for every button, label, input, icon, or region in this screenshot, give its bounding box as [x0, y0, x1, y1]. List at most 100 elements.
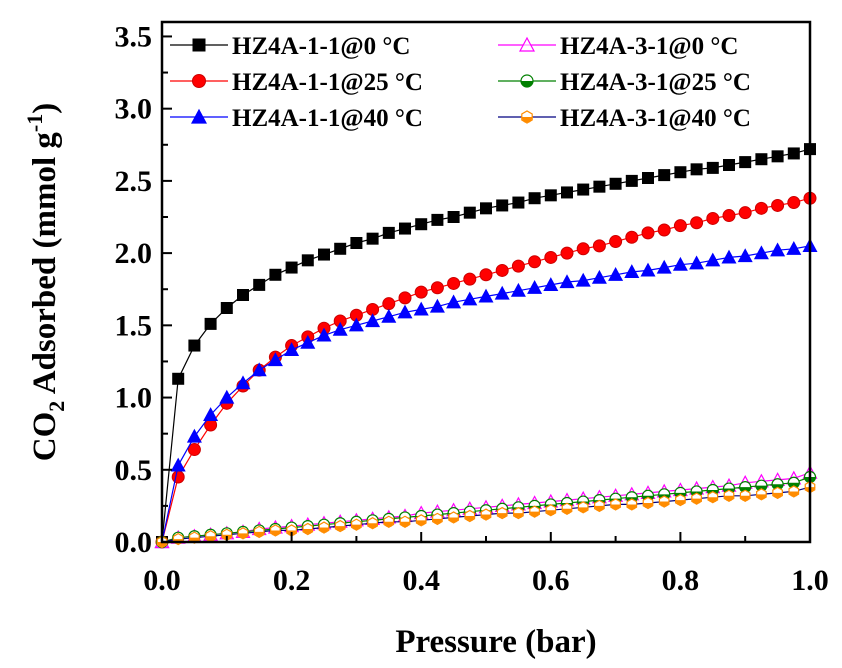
data-point-s3-12	[332, 321, 348, 336]
data-point-s6-37	[739, 489, 751, 502]
y-tick-label: 1.5	[115, 309, 153, 342]
data-point-s3-29	[608, 267, 624, 281]
legend-swatch-marker	[192, 38, 206, 52]
data-point-s3-39	[770, 242, 786, 257]
data-point-s1-10	[301, 254, 314, 267]
legend-label: HZ4A-3-1@0 °C	[560, 33, 738, 60]
data-point-s6-32	[658, 495, 670, 508]
data-point-s6-19	[448, 511, 460, 524]
y-axis-title-middle: Adsorbed (mmol g	[27, 132, 63, 401]
y-tick-label: 2.5	[115, 165, 153, 198]
y-axis-title-subscript: 2	[44, 401, 69, 412]
data-point-s3-24	[527, 280, 543, 294]
data-point-s3-3	[186, 428, 202, 443]
data-point-s3-18	[429, 298, 445, 313]
data-point-s3-19	[446, 294, 462, 309]
y-tick-label: 1.0	[115, 382, 153, 415]
data-point-s1-33	[674, 166, 687, 179]
data-point-s6-29	[610, 498, 622, 511]
data-point-s1-29	[609, 177, 622, 190]
data-point-s2-29	[609, 235, 623, 249]
data-point-s1-30	[625, 174, 638, 187]
data-point-s3-22	[494, 285, 510, 300]
data-point-s2-37	[738, 206, 752, 220]
data-point-s6-27	[577, 501, 589, 514]
data-point-s1-35	[706, 161, 719, 174]
x-tick-label: 0.4	[402, 564, 440, 597]
data-point-s6-24	[529, 505, 541, 518]
data-point-s3-21	[478, 288, 494, 303]
legend-swatch-marker	[520, 74, 534, 88]
legend: HZ4A-1-1@0 °C HZ4A-1-1@25 °C HZ4A-1-1@40 °…	[170, 33, 751, 132]
data-point-s1-27	[577, 183, 590, 196]
data-point-s1-13	[350, 237, 363, 249]
data-point-s6-17	[415, 514, 427, 527]
data-point-s1-25	[544, 189, 557, 202]
data-point-s3-27	[575, 272, 591, 287]
data-point-s6-39	[772, 486, 784, 500]
y-tick-label: 3.5	[115, 20, 153, 53]
legend-entry-3: HZ4A-1-1@40 °C	[170, 105, 423, 132]
data-point-s6-6	[237, 527, 249, 540]
data-point-s2-32	[657, 223, 671, 237]
data-point-s6-18	[431, 512, 443, 526]
legend-entry-1: HZ4A-1-1@0 °C	[170, 33, 410, 60]
data-point-s1-40	[787, 147, 800, 160]
data-point-s3-5	[219, 389, 235, 404]
data-point-s2-3	[187, 443, 201, 457]
data-point-s2-39	[771, 198, 785, 212]
data-point-s2-33	[673, 219, 687, 233]
data-point-s1-31	[642, 172, 654, 184]
data-point-s6-15	[383, 515, 395, 528]
data-point-s2-17	[414, 285, 428, 299]
data-point-s6-4	[205, 530, 217, 543]
data-point-s1-32	[658, 169, 671, 182]
data-point-s2-22	[495, 263, 509, 277]
legend-swatch-marker	[192, 74, 206, 88]
y-tick-label: 3.0	[115, 93, 153, 126]
x-tick-label: 1.0	[791, 564, 829, 597]
y-axis-title-prefix: CO	[27, 412, 63, 462]
data-point-s1-15	[382, 226, 395, 239]
data-point-s3-34	[689, 255, 705, 270]
data-point-s2-30	[625, 230, 639, 244]
series-1	[156, 143, 816, 548]
x-tick-label: 0.6	[532, 564, 570, 597]
data-point-s1-38	[755, 153, 768, 166]
data-point-s2-31	[641, 226, 655, 240]
data-point-s3-23	[510, 282, 526, 297]
data-point-s6-26	[561, 502, 573, 515]
data-point-s2-16	[398, 291, 412, 305]
data-point-s3-10	[300, 334, 316, 349]
data-point-s6-13	[350, 518, 362, 531]
data-point-s1-20	[463, 206, 476, 219]
data-point-s3-20	[462, 291, 478, 306]
data-point-s1-5	[220, 302, 233, 314]
data-point-s2-24	[528, 255, 542, 269]
x-tick-label: 0.2	[273, 564, 311, 597]
y-axis-title: CO2 Adsorbed (mmol g-1)	[22, 103, 69, 461]
data-point-s1-34	[690, 163, 703, 176]
data-point-s3-14	[365, 313, 381, 328]
legend-label: HZ4A-3-1@25 °C	[560, 69, 751, 96]
data-point-s1-37	[739, 156, 752, 169]
data-point-s2-19	[447, 276, 461, 290]
data-point-s3-35	[705, 252, 721, 267]
legend-label: HZ4A-3-1@40 °C	[560, 105, 751, 132]
data-point-s6-8	[269, 524, 281, 537]
data-point-s3-30	[624, 264, 640, 278]
data-point-s2-26	[560, 246, 574, 260]
x-tick-label: 0.8	[662, 564, 700, 597]
data-point-s2-23	[511, 259, 525, 273]
data-point-s2-28	[592, 239, 606, 253]
data-point-s6-16	[399, 515, 411, 528]
y-tick-label: 2.0	[115, 237, 153, 270]
data-point-s1-7	[253, 278, 266, 291]
data-point-s1-16	[399, 222, 411, 235]
data-point-s6-31	[642, 496, 654, 510]
data-point-s1-12	[334, 242, 347, 255]
data-point-s6-21	[480, 508, 492, 521]
data-point-s1-39	[771, 150, 784, 163]
data-point-s3-38	[753, 245, 769, 260]
